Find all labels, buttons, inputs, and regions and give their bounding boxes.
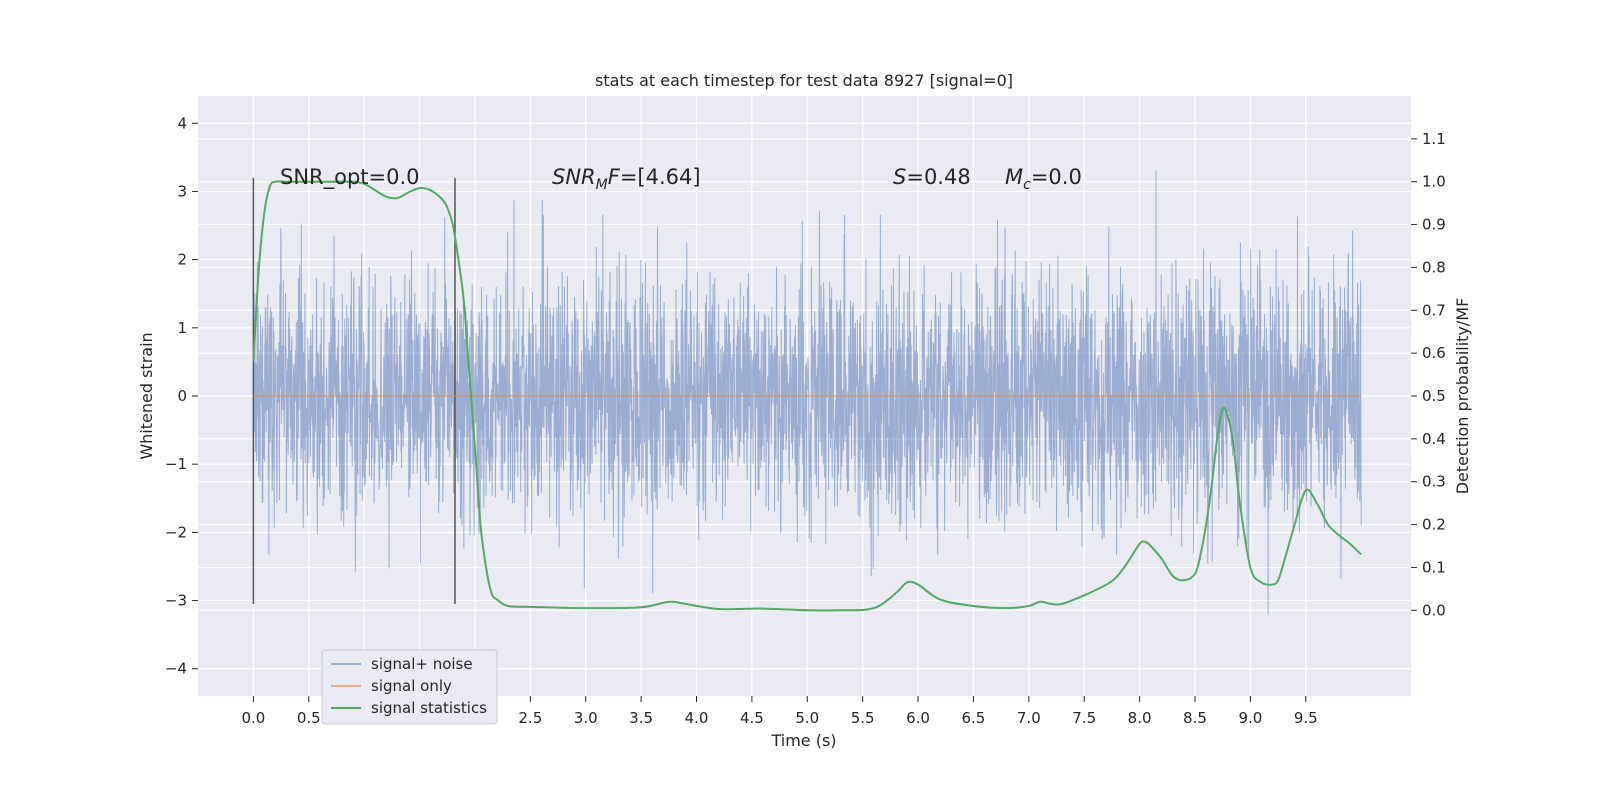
annotation-snr-opt: SNR_opt=0.0 (280, 165, 420, 190)
x-tick-label-0: 0.0 (241, 709, 265, 727)
y2-tick-label-11: 1.1 (1422, 130, 1446, 148)
chart-title: stats at each timestep for test data 892… (595, 71, 1013, 90)
y2-tick-label-4: 0.4 (1422, 430, 1446, 448)
x-tick-label-13: 6.5 (962, 709, 986, 727)
y2-tick-label-10: 1.0 (1422, 173, 1446, 191)
y2-tick-label-6: 0.6 (1422, 344, 1446, 362)
y-tick-label-2: −2 (165, 523, 187, 541)
annotation-snr-mf: SNRMF=[4.64] (552, 165, 701, 193)
annotation-snr-mf-sub: M (596, 177, 608, 193)
y-axis-ticks: −4 −3 −2 −1 0 1 2 3 4 (165, 114, 198, 678)
x-tick-label-18: 9.0 (1238, 709, 1262, 727)
y-axis-label: Whitened strain (137, 332, 156, 459)
y2-axis-label: Detection probability/MF (1453, 298, 1472, 495)
annotations: SNR_opt=0.0 SNRMF=[4.64] S=0.48 Mc=0.0 (280, 165, 1082, 193)
y2-tick-label-0: 0.0 (1422, 601, 1446, 619)
legend-label-signal-only: signal only (371, 677, 452, 695)
x-tick-label-19: 9.5 (1294, 709, 1318, 727)
x-tick-label-16: 8.0 (1128, 709, 1152, 727)
y2-axis-ticks: 0.0 0.1 0.2 0.3 0.4 0.5 0.6 0.7 0.8 0.9 1.0 1.1 (1411, 130, 1446, 619)
x-tick-label-9: 4.5 (740, 709, 764, 727)
y-tick-label-1: −3 (165, 592, 187, 610)
annotation-mc-sub: c (1023, 177, 1031, 193)
annotation-snr-mf-value: =[4.64] (620, 165, 701, 189)
y2-tick-label-8: 0.8 (1422, 258, 1446, 276)
y-tick-label-8: 4 (177, 114, 187, 132)
legend: signal+ noise signal only signal statist… (321, 649, 498, 725)
y-tick-label-0: −4 (165, 660, 187, 678)
annotation-mc: Mc=0.0 (1005, 165, 1082, 193)
x-tick-label-14: 7.0 (1017, 709, 1041, 727)
y-tick-label-6: 2 (177, 251, 187, 269)
x-tick-label-5: 2.5 (518, 709, 542, 727)
legend-box (321, 649, 498, 725)
y2-tick-label-1: 0.1 (1422, 558, 1446, 576)
signal-statistics-line (252, 180, 1362, 612)
x-tick-label-8: 4.0 (685, 709, 709, 727)
y-tick-label-4: 0 (177, 387, 187, 405)
y2-tick-label-2: 0.2 (1422, 516, 1446, 534)
annotation-mc-var: M (1005, 165, 1023, 189)
legend-label-statistics: signal statistics (371, 699, 487, 717)
annotation-s-var: S (893, 165, 906, 189)
x-tick-label-17: 8.5 (1183, 709, 1207, 727)
x-tick-label-10: 5.0 (795, 709, 819, 727)
x-tick-label-7: 3.5 (629, 709, 653, 727)
x-axis-label: Time (s) (770, 731, 836, 750)
annotation-snr-mf-f: F (608, 165, 621, 189)
x-tick-label-1: 0.5 (297, 709, 321, 727)
x-tick-label-6: 3.0 (574, 709, 598, 727)
annotation-s: S=0.48 (893, 165, 971, 189)
y2-tick-label-9: 0.9 (1422, 216, 1446, 234)
noise-series (252, 170, 1362, 615)
annotation-mc-value: =0.0 (1031, 165, 1082, 189)
y2-tick-label-3: 0.3 (1422, 473, 1446, 491)
annotation-snr-mf-base: SNR (552, 165, 596, 189)
legend-label-noise: signal+ noise (371, 655, 473, 673)
signal-statistics-series (252, 180, 1362, 612)
y2-tick-label-7: 0.7 (1422, 301, 1446, 319)
x-tick-label-12: 6.0 (906, 709, 930, 727)
y-tick-label-5: 1 (177, 319, 187, 337)
x-tick-label-11: 5.5 (851, 709, 875, 727)
noise-line (252, 170, 1362, 615)
annotation-s-value: =0.48 (906, 165, 970, 189)
x-tick-label-15: 7.5 (1072, 709, 1096, 727)
y2-tick-label-5: 0.5 (1422, 387, 1446, 405)
y-tick-label-7: 3 (177, 182, 187, 200)
vertical-markers (252, 177, 456, 604)
y-tick-label-3: −1 (165, 455, 187, 473)
